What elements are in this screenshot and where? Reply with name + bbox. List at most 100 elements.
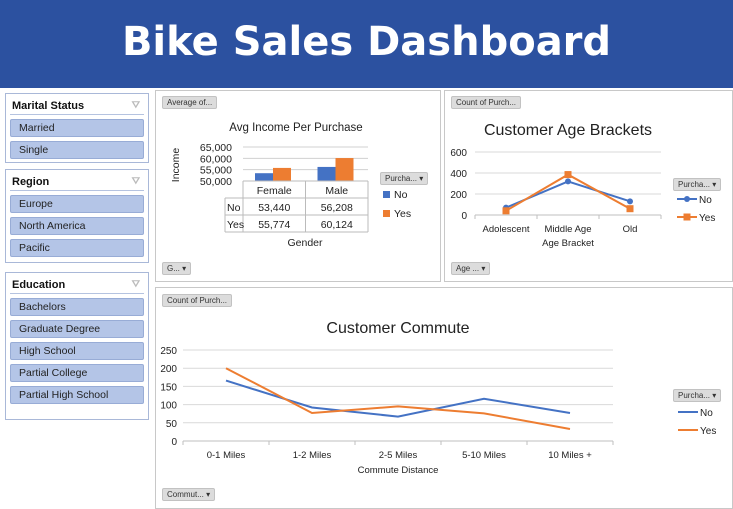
legend-label: Yes <box>394 208 411 220</box>
slicer-title: Marital Status <box>12 100 85 112</box>
slicer-item[interactable]: Partial High School <box>10 386 144 404</box>
slicer-item[interactable]: North America <box>10 217 144 235</box>
data-point-yes <box>626 205 634 213</box>
chevron-down-icon: ▾ <box>182 264 187 273</box>
bar-yes <box>335 158 354 181</box>
y-tick-label: 250 <box>160 346 177 357</box>
slicer-item[interactable]: High School <box>10 342 144 360</box>
x-axis-title: Commute Distance <box>358 465 439 476</box>
chart-title: Avg Income Per Purchase <box>229 122 362 134</box>
data-label: 53,440 <box>258 202 290 214</box>
category-label: 2-5 Miles <box>379 450 418 461</box>
slicer-item[interactable]: Pacific <box>10 239 144 257</box>
category-label: 10 Miles + <box>548 450 592 461</box>
dashboard-header: Bike Sales Dashboard <box>0 0 733 88</box>
y-tick-label: 65,000 <box>200 142 232 154</box>
legend-marker <box>684 196 690 202</box>
slicer-region: Region ⛛ Europe North America Pacific <box>5 169 149 263</box>
legend-swatch <box>383 191 390 198</box>
slicer-title: Region <box>12 176 50 188</box>
slicer-item[interactable]: Married <box>10 119 144 137</box>
clear-filter-icon[interactable]: ⛛ <box>131 279 140 290</box>
y-tick-label: 50,000 <box>200 176 232 188</box>
y-tick-label: 600 <box>450 148 467 159</box>
slicer-marital-status: Marital Status ⛛ Married Single <box>5 93 149 163</box>
commute-value-field-button[interactable]: Count of Purch... <box>162 294 233 307</box>
table-row-label: Yes <box>227 219 244 231</box>
table-row-label: No <box>227 202 241 214</box>
dashboard-title: Bike Sales Dashboard <box>121 19 612 65</box>
chart-title: Customer Commute <box>326 320 469 337</box>
data-point-yes <box>564 171 572 179</box>
age-legend-field-button[interactable]: Purcha... ▾ <box>673 178 722 191</box>
data-label: 55,774 <box>258 219 290 231</box>
y-tick-label: 150 <box>160 382 177 393</box>
category-label: 0-1 Miles <box>207 450 246 461</box>
y-tick-label: 100 <box>160 401 177 412</box>
commute-legend-field-button[interactable]: Purcha... ▾ <box>673 389 722 402</box>
legend-label: No <box>394 189 408 201</box>
field-label: Commut... <box>167 490 204 499</box>
field-label: Purcha... <box>678 391 711 400</box>
chevron-down-icon: ▾ <box>712 180 717 189</box>
bar-no <box>255 173 273 181</box>
chart-title: Customer Age Brackets <box>484 122 652 139</box>
y-axis-title: Income <box>170 148 182 183</box>
income-chart-panel <box>155 90 441 282</box>
income-legend-field-button[interactable]: Purcha... ▾ <box>380 172 429 185</box>
slicer-item[interactable]: Graduate Degree <box>10 320 144 338</box>
chevron-down-icon: ▾ <box>712 391 717 400</box>
field-label: Purcha... <box>678 180 711 189</box>
category-label: 5-10 Miles <box>462 450 506 461</box>
slicer-item[interactable]: Single <box>10 141 144 159</box>
category-label: Female <box>257 185 292 197</box>
chevron-down-icon: ▾ <box>481 264 486 273</box>
y-tick-label: 200 <box>160 364 177 375</box>
slicer-item[interactable]: Bachelors <box>10 298 144 316</box>
y-tick-label: 200 <box>450 190 467 201</box>
series-line-yes <box>225 367 571 430</box>
category-label: Middle Age <box>544 224 591 235</box>
category-label: Old <box>623 224 638 235</box>
data-label: 56,208 <box>321 202 353 214</box>
y-tick-label: 50 <box>166 419 178 430</box>
legend-label: Yes <box>700 426 716 437</box>
category-label: 1-2 Miles <box>293 450 332 461</box>
chevron-down-icon: ▾ <box>206 490 211 499</box>
income-axis-field-button[interactable]: G... ▾ <box>162 262 192 275</box>
category-label: Adolescent <box>482 224 529 235</box>
legend-swatch <box>383 210 390 217</box>
slicer-education: Education ⛛ Bachelors Graduate Degree Hig… <box>5 272 149 420</box>
series-line-no <box>505 180 631 209</box>
slicer-item[interactable]: Partial College <box>10 364 144 382</box>
legend-marker <box>683 213 691 221</box>
field-label: Purcha... <box>385 174 418 183</box>
y-tick-label: 60,000 <box>200 153 232 165</box>
slicer-title: Education <box>12 279 66 291</box>
age-value-field-button[interactable]: Count of Purch... <box>451 96 522 109</box>
clear-filter-icon[interactable]: ⛛ <box>131 176 140 187</box>
x-axis-title: Age Bracket <box>542 238 594 249</box>
data-point-no <box>627 198 633 205</box>
commute-axis-field-button[interactable]: Commut... ▾ <box>162 488 216 501</box>
age-axis-field-button[interactable]: Age ... ▾ <box>451 262 491 275</box>
y-tick-label: 55,000 <box>200 165 232 177</box>
slicer-item[interactable]: Europe <box>10 195 144 213</box>
field-label: G... <box>167 264 180 273</box>
y-tick-label: 400 <box>450 169 467 180</box>
chevron-down-icon: ▾ <box>419 174 424 183</box>
income-value-field-button[interactable]: Average of... <box>162 96 218 109</box>
y-tick-label: 0 <box>461 211 467 222</box>
commute-chart-panel <box>155 287 733 509</box>
bar-yes <box>273 167 291 181</box>
bar-no <box>317 166 336 181</box>
legend-label: No <box>700 408 713 419</box>
category-label: Male <box>325 185 348 197</box>
data-point-yes <box>502 207 510 215</box>
legend-label: Yes <box>699 213 715 224</box>
x-axis-title: Gender <box>287 237 323 249</box>
field-label: Age ... <box>456 264 480 273</box>
clear-filter-icon[interactable]: ⛛ <box>131 100 140 111</box>
data-point-no <box>565 178 571 185</box>
